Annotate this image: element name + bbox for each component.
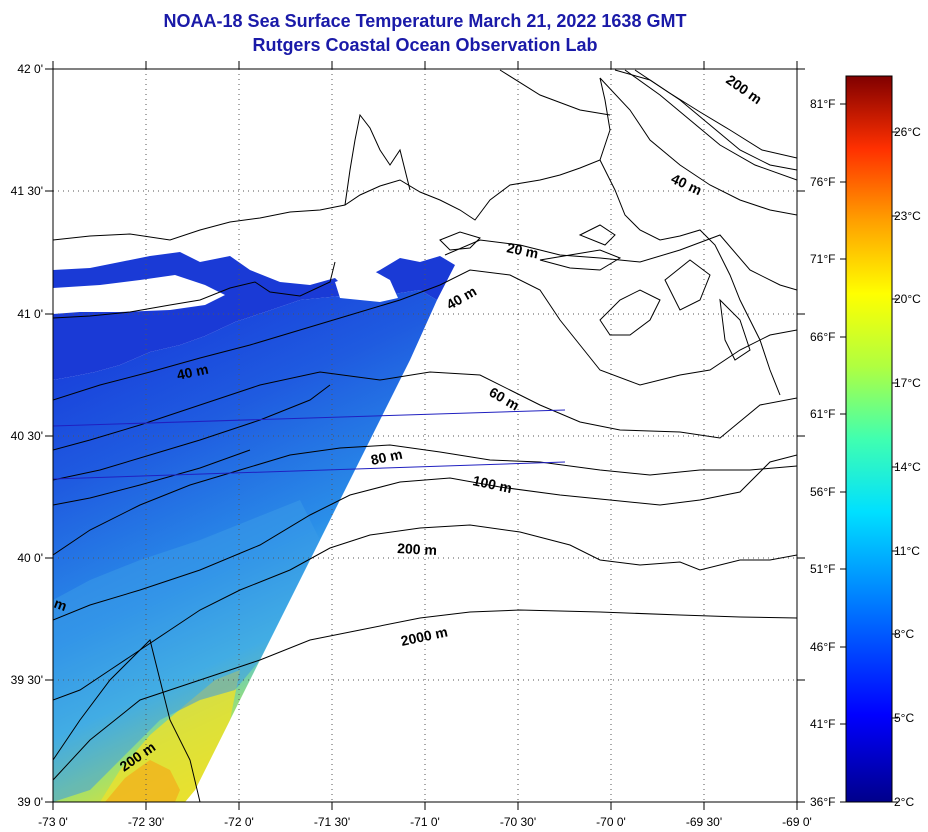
y-tick-label: 40 30' [11, 429, 43, 443]
y-tick-label: 40 0' [17, 551, 43, 565]
coast-ct [53, 77, 611, 241]
coast-islands-4 [664, 259, 711, 311]
colorbar-f-label: 76°F [810, 175, 835, 189]
coast-islands-2 [599, 289, 661, 336]
sst-gap-island [335, 270, 398, 302]
colorbar-c-label: 11°C [894, 544, 920, 558]
y-axis-labels: 42 0' 41 30' 41 0' 40 30' 40 0' 39 30' 3… [11, 62, 43, 809]
y-tick-label: 39 0' [17, 795, 43, 809]
sst-warm-south [100, 670, 240, 802]
contour-label-40m-mid: 40 m [444, 283, 480, 313]
colorbar-celsius-labels: 26°C 23°C 20°C 17°C 14°C 11°C 8°C 5°C 2°… [894, 125, 921, 809]
x-tick-label: -71 30' [314, 815, 350, 829]
contour-label-m-edge: m [52, 595, 69, 614]
contour-shelf-w2 [53, 449, 251, 506]
colorbar-f-label: 71°F [810, 252, 835, 266]
colorbar-c-label: 26°C [894, 125, 921, 139]
x-tick-label: -70 30' [500, 815, 536, 829]
y-tick-label: 41 30' [11, 184, 43, 198]
x-tick-label: -69 30' [686, 815, 722, 829]
x-tick-label: -72 0' [224, 815, 254, 829]
coast-islands-5 [719, 298, 751, 361]
colorbar-f-label: 66°F [810, 330, 835, 344]
contour-ne-3 [499, 69, 611, 116]
contour-40m [53, 269, 797, 401]
y-tick-label: 41 0' [17, 307, 43, 321]
colorbar-f-label: 46°F [810, 640, 835, 654]
colorbar-c-label: 8°C [894, 627, 914, 641]
contour-100m [53, 454, 797, 621]
tick-marks [45, 61, 805, 810]
colorbar-ticks [840, 103, 898, 803]
contour-2000m [53, 609, 797, 781]
colorbar-c-label: 17°C [894, 376, 921, 390]
coast-islands-6 [578, 224, 616, 246]
colorbar-f-label: 41°F [810, 717, 835, 731]
contour-label-60m: 60 m [487, 384, 523, 414]
contour-200m [53, 524, 797, 761]
map-subtitle: Rutgers Coastal Ocean Observation Lab [252, 35, 598, 55]
coast-islands-3 [439, 231, 481, 251]
colorbar-c-label: 14°C [894, 460, 921, 474]
colorbar [845, 75, 893, 803]
colorbar-c-label: 20°C [894, 292, 921, 306]
contour-label-80m: 80 m [369, 446, 404, 468]
colorbar-c-label: 5°C [894, 711, 914, 725]
contour-label-2000m: 2000 m [399, 623, 449, 649]
coast-long-island [53, 261, 336, 319]
map-title: NOAA-18 Sea Surface Temperature March 21… [163, 11, 687, 31]
contour-ne-1 [624, 69, 797, 181]
contour-swath-1 [53, 639, 201, 802]
contour-label-100m: 100 m [471, 472, 513, 496]
contour-label-40m-ne: 40 m [669, 170, 705, 198]
sst-mid-band [53, 500, 320, 802]
contour-80m [53, 444, 797, 556]
contour-label-200m-mid: 200 m [397, 540, 437, 558]
colorbar-f-label: 36°F [810, 795, 835, 809]
sst-data-swath [53, 252, 455, 802]
sst-warm-tip [105, 760, 180, 802]
coast-cape-cod [599, 159, 781, 396]
colorbar-c-label: 23°C [894, 209, 921, 223]
contour-label-40m-w: 40 m [175, 361, 210, 383]
contour-40m-ne [599, 77, 797, 216]
bathymetry-contours [53, 69, 797, 802]
contour-label-200m-ne: 200 m [723, 71, 765, 107]
coastline [53, 77, 781, 396]
x-tick-label: -72 30' [128, 815, 164, 829]
scan-artifacts [52, 409, 566, 480]
contour-20m [444, 234, 797, 291]
y-tick-label: 39 30' [11, 673, 43, 687]
coast-narragansett [344, 113, 411, 206]
contour-label-20m: 20 m [505, 239, 540, 261]
contour-60m [53, 371, 797, 451]
contour-200m-ne [614, 69, 797, 171]
colorbar-f-label: 56°F [810, 485, 835, 499]
colorbar-fahrenheit-labels: 81°F 76°F 71°F 66°F 61°F 56°F 51°F 46°F … [810, 97, 835, 809]
contour-ne-2 [634, 69, 797, 159]
graticule [53, 69, 797, 802]
x-tick-label: -69 0' [782, 815, 812, 829]
x-tick-label: -73 0' [38, 815, 68, 829]
colorbar-f-label: 81°F [810, 97, 835, 111]
y-tick-label: 42 0' [17, 62, 43, 76]
x-tick-label: -71 0' [410, 815, 440, 829]
colorbar-c-label: 2°C [894, 795, 914, 809]
coast-islands-1 [539, 249, 622, 271]
x-axis-labels: -73 0' -72 30' -72 0' -71 30' -71 0' -70… [38, 815, 812, 829]
sst-gap-land [53, 275, 225, 314]
colorbar-f-label: 51°F [810, 562, 835, 576]
colorbar-f-label: 61°F [810, 407, 835, 421]
contour-shelf-w [53, 384, 331, 481]
x-tick-label: -70 0' [596, 815, 626, 829]
